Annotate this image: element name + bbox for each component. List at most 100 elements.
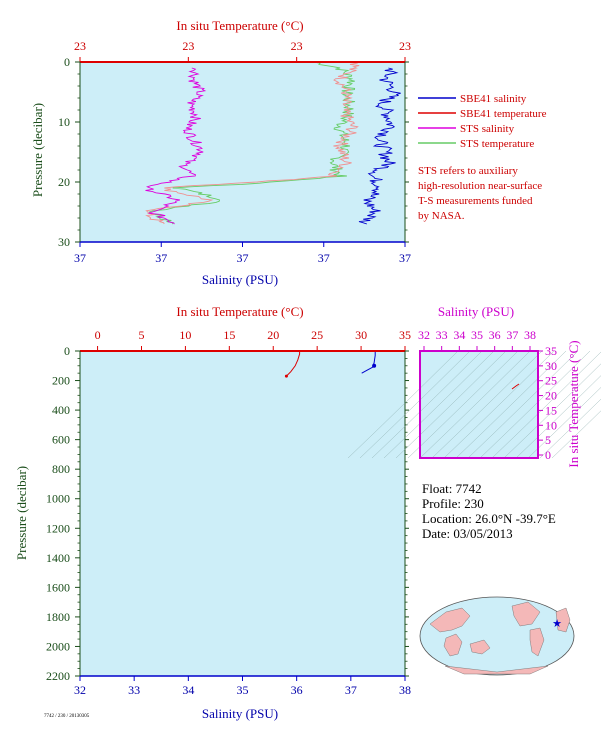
top-sal-ticks-label: 37 (155, 251, 167, 265)
bottom-plot: In situ Temperature (°C) 0 5 10 15 20 25 30 35 … (14, 304, 411, 721)
profile-number: Profile: 230 (422, 496, 484, 511)
bot-sal-ticks-label: 36 (291, 683, 303, 697)
top-sal-ticks-label: 37 (74, 251, 86, 265)
bot-y-ticks-label: 2000 (46, 639, 70, 653)
top-temp-ticks-label: 23 (182, 39, 194, 53)
ts-salinity-ticks: 32 33 34 35 36 37 38 (418, 328, 536, 351)
bottom-plot-area (80, 351, 405, 676)
ts-sal-ticks-label: 37 (506, 328, 518, 342)
note-line-2: high-resolution near-surface (418, 180, 542, 192)
ts-density-contour (455, 350, 567, 459)
ts-density-contour (395, 350, 507, 459)
ts-density-contour (359, 350, 471, 459)
float-info: Float: 7742 Profile: 230 Location: 26.0°… (422, 481, 556, 541)
top-y-ticks-label: 30 (58, 235, 70, 249)
ts-temp-tick-label: 15 (545, 403, 557, 417)
bot-y-ticks-label: 1200 (46, 521, 70, 535)
bot-y-ticks-label: 2200 (46, 669, 70, 683)
top-y-ticks-label: 10 (58, 115, 70, 129)
footer-label: 7742 / 230 / 20130305 (44, 714, 90, 719)
bottom-temperature-line (286, 351, 301, 377)
world-map: ★ (419, 596, 575, 676)
ts-sal-ticks-label: 38 (524, 328, 536, 342)
bot-sal-ticks-label: 35 (237, 683, 249, 697)
top-y-ticks-label: 0 (64, 55, 70, 69)
sts-salinity-line (145, 67, 207, 225)
ts-density-contour (383, 350, 495, 459)
float-id: Float: 7742 (422, 481, 482, 496)
bot-y-ticks-label: 800 (52, 462, 70, 476)
bottom-temp-tick-label: 35 (399, 328, 411, 342)
land-antarctica (444, 665, 549, 675)
ts-density-contour (539, 398, 601, 459)
land-africa-west (443, 633, 463, 657)
ts-sal-ticks-label: 32 (418, 328, 430, 342)
top-temperature-axis-title: In situ Temperature (°C) (176, 18, 303, 33)
date: Date: 03/05/2013 (422, 526, 513, 541)
legend-label-sbe41-salinity: SBE41 salinity (460, 93, 527, 105)
ts-density-contour (407, 350, 519, 459)
ts-temperature-axis-title: In situ Temperature (°C) (566, 340, 581, 467)
top-plot: In situ Temperature (°C) 23 23 23 23 0 10 20 3… (30, 18, 411, 287)
ts-density-contour (431, 350, 543, 459)
bot-sal-ticks-label: 37 (345, 683, 357, 697)
ts-frame-overlay (419, 350, 539, 459)
bottom-temp-tick-label: 10 (179, 328, 191, 342)
bottom-salinity-axis-title: Salinity (PSU) (202, 706, 278, 721)
ts-density-contour (347, 350, 459, 459)
bot-y-ticks-label: 200 (52, 374, 70, 388)
map-land (429, 601, 571, 675)
top-sal-ticks-label: 37 (237, 251, 249, 265)
ts-salinity-axis-title: Salinity (PSU) (438, 304, 514, 319)
ts-diagram-area (419, 350, 539, 459)
top-y-ticks-label: 20 (58, 175, 70, 189)
bottom-series (284, 351, 377, 378)
land-asia-west (429, 607, 471, 633)
top-temp-ticks-label: 23 (74, 39, 86, 53)
bot-sal-ticks-label: 33 (128, 683, 140, 697)
bot-y-ticks-label: 1400 (46, 551, 70, 565)
ts-temp-tick-label: 30 (545, 359, 557, 373)
top-pressure-axis-title: Pressure (decibar) (30, 103, 45, 197)
top-temperature-ticks: 23 23 23 23 (74, 39, 411, 62)
location: Location: 26.0°N -39.7°E (422, 511, 556, 526)
land-south-america (529, 627, 545, 657)
ts-temp-tick-label: 35 (545, 344, 557, 358)
bot-sal-ticks-label: 38 (399, 683, 411, 697)
ts-density-contour (551, 410, 601, 459)
legend-label-sbe41-temperature: SBE41 temperature (460, 108, 547, 120)
top-salinity-ticks: 37 37 37 37 37 (74, 242, 411, 265)
ts-density-contour (491, 351, 601, 459)
note-line-1: STS refers to auxiliary (418, 165, 518, 177)
bot-sal-ticks-label: 34 (182, 683, 194, 697)
bottom-temp-tick-label: 5 (138, 328, 144, 342)
ts-density-contour (503, 363, 601, 459)
bottom-temperature-axis-title: In situ Temperature (°C) (176, 304, 303, 319)
bot-y-ticks-label: 1600 (46, 580, 70, 594)
bottom-pressure-axis-title: Pressure (decibar) (14, 466, 29, 560)
bottom-temperature-ticks: 0 5 10 15 20 25 30 35 (95, 328, 411, 351)
ts-density-contour (479, 350, 591, 459)
bot-y-ticks-label: 1800 (46, 610, 70, 624)
top-sal-ticks-label: 37 (399, 251, 411, 265)
bottom-temp-tick-label: 30 (355, 328, 367, 342)
bottom-temp-tick-label: 25 (311, 328, 323, 342)
ts-temp-tick-label: 20 (545, 389, 557, 403)
bottom-temperature-end-point (284, 374, 288, 378)
map-ocean (419, 596, 575, 676)
ts-sal-ticks-label: 34 (453, 328, 465, 342)
top-sal-ticks-label: 37 (318, 251, 330, 265)
top-temp-ticks-label: 23 (399, 39, 411, 53)
ts-density-contour (515, 375, 601, 459)
float-location-marker: ★ (552, 618, 562, 630)
bot-y-ticks-label: 400 (52, 403, 70, 417)
bot-y-ticks-label: 1000 (46, 492, 70, 506)
bottom-temp-tick-label: 0 (95, 328, 101, 342)
bottom-salinity-ticks: 32 33 34 35 36 37 38 (74, 676, 411, 697)
top-plot-area (80, 62, 405, 242)
bot-y-ticks-label: 600 (52, 433, 70, 447)
ts-diagram: Salinity (PSU) 32 33 34 35 36 37 38 0510152025… (347, 304, 601, 468)
land-north-america (511, 601, 541, 627)
ts-density-contour (419, 350, 531, 459)
